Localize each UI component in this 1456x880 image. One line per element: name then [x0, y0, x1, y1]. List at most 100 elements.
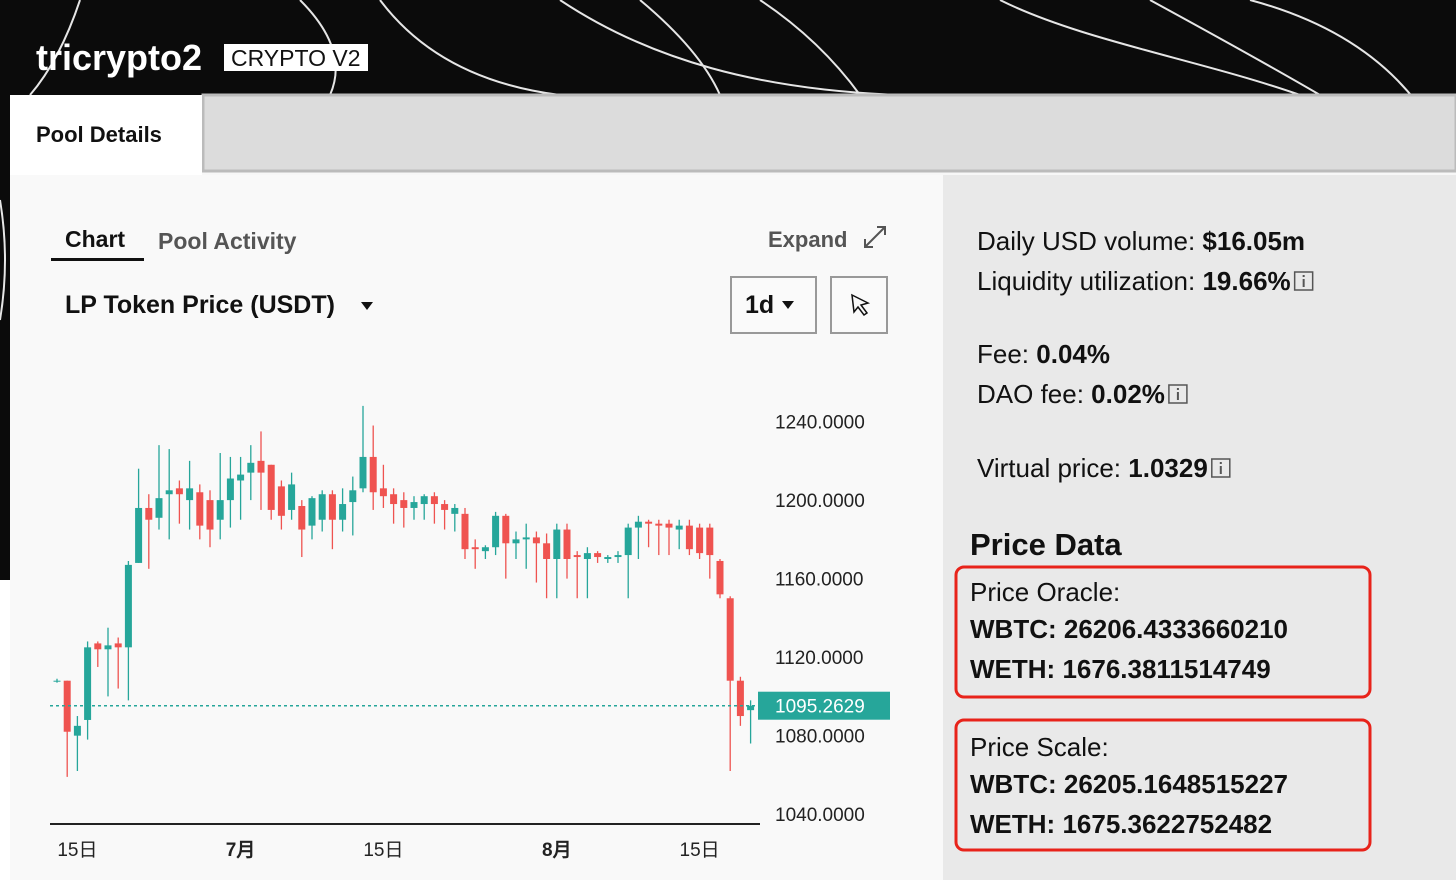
candle-body	[645, 521, 653, 524]
candle-body	[390, 494, 398, 505]
candle-body	[84, 647, 92, 720]
price-item: WETH: 1676.3811514749	[970, 654, 1271, 684]
dropdown-arrow	[782, 301, 794, 309]
chart-tab[interactable]: Chart	[65, 226, 125, 252]
candle-body	[237, 474, 245, 481]
y-tick-label: 1200.0000	[775, 491, 865, 512]
stat: Daily USD volume: $16.05m	[977, 226, 1305, 256]
candle-body	[379, 488, 387, 497]
candle-body	[339, 504, 347, 520]
y-tick-label: 1160.0000	[775, 570, 863, 591]
activity-tab[interactable]: Pool Activity	[158, 228, 297, 254]
group-title: Price Oracle:	[970, 577, 1120, 607]
price-label: WETH:	[970, 654, 1055, 684]
candle-body	[63, 680, 71, 732]
stat-label: Fee:	[977, 339, 1029, 369]
x-tick-label: 15日	[57, 840, 97, 861]
expand[interactable]: Expand	[768, 227, 847, 252]
candle-body	[73, 725, 81, 736]
candle-body	[400, 500, 408, 508]
price-label: WETH:	[970, 809, 1055, 839]
candle-body	[696, 527, 704, 554]
candle-body	[298, 506, 306, 530]
interval-button[interactable]	[730, 276, 817, 334]
stat-value: 0.04%	[1036, 339, 1110, 369]
candle-body	[481, 547, 489, 552]
candle-body	[104, 645, 112, 650]
candle-body	[216, 500, 224, 520]
info-dot	[1302, 275, 1305, 277]
candle-body	[736, 680, 744, 717]
candle-body	[532, 537, 540, 544]
last-price-tag	[758, 691, 890, 720]
candle-body	[318, 494, 326, 520]
candle-body	[186, 488, 194, 501]
candle-body	[410, 502, 418, 508]
candle-body	[685, 525, 693, 550]
candle-body	[583, 553, 591, 559]
stat-value: 19.66%	[1202, 266, 1290, 296]
tab-underline	[51, 258, 144, 261]
chart-selector[interactable]: LP Token Price (USDT)	[65, 291, 335, 319]
tab-active[interactable]	[10, 95, 202, 175]
candle-body	[369, 456, 377, 493]
info-icon	[1168, 384, 1188, 404]
stat: Liquidity utilization: 19.66%	[977, 266, 1291, 296]
stat-value: 0.02%	[1091, 379, 1165, 409]
pool-title: tricrypto2	[36, 37, 202, 78]
candle-body	[288, 484, 296, 510]
candle-body	[706, 527, 714, 556]
info-box	[1293, 271, 1314, 291]
price-value: 26205.1648515227	[1064, 769, 1288, 799]
stat: Virtual price: 1.0329	[977, 453, 1208, 483]
tab-label[interactable]: Pool Details	[36, 122, 162, 147]
candle-body	[145, 507, 153, 520]
last-price-label: 1095.2629	[775, 697, 865, 718]
candle-body	[747, 705, 755, 711]
candle-body	[267, 464, 275, 510]
candle-body	[124, 564, 132, 648]
cursor-icon	[851, 293, 871, 317]
candle-body	[655, 523, 663, 526]
candle-body	[53, 680, 61, 682]
candle-body	[502, 515, 510, 544]
candle-body	[420, 496, 428, 505]
x-tick-label: 15日	[363, 840, 403, 861]
candle-body	[247, 462, 255, 473]
candle-body	[665, 523, 673, 528]
candle-body	[492, 515, 500, 548]
candle-body	[563, 529, 571, 559]
info-icon	[1293, 271, 1314, 291]
stat-label: Liquidity utilization:	[977, 266, 1195, 296]
price-item: WETH: 1675.3622752482	[970, 809, 1272, 839]
interval[interactable]: 1d	[745, 291, 774, 319]
candle-body	[135, 507, 143, 563]
stat-label: DAO fee:	[977, 379, 1084, 409]
info-dot	[1219, 462, 1222, 464]
candle-body	[441, 504, 449, 510]
price-value: 1676.3811514749	[1062, 654, 1270, 684]
candle-body	[553, 529, 561, 559]
y-tick-label: 1240.0000	[775, 413, 865, 434]
candle-body	[308, 498, 316, 526]
y-tick-label: 1040.0000	[775, 805, 865, 826]
info-stem	[1302, 279, 1305, 287]
cursor-button[interactable]	[830, 276, 888, 334]
candle-body	[614, 555, 622, 558]
candle-body	[349, 490, 357, 503]
stat: DAO fee: 0.02%	[977, 379, 1165, 409]
info-stem	[1219, 466, 1222, 474]
candle-body	[604, 557, 612, 559]
candle-body	[522, 537, 530, 540]
stat: Fee: 0.04%	[977, 339, 1110, 369]
x-tick-label: 8月	[542, 840, 572, 861]
price-label: WBTC:	[970, 614, 1057, 644]
x-tick-label: 15日	[680, 840, 720, 861]
price-item: WBTC: 26205.1648515227	[970, 769, 1288, 799]
badge	[224, 44, 368, 71]
highlight-box	[954, 718, 1372, 852]
candle-body	[573, 555, 581, 558]
info-box	[1211, 458, 1231, 478]
